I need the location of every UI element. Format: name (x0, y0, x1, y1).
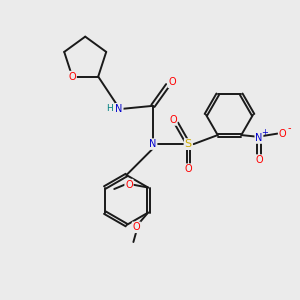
Text: O: O (169, 115, 177, 125)
Text: O: O (133, 222, 140, 232)
Text: O: O (184, 164, 192, 174)
Text: N: N (149, 139, 157, 149)
Text: H: H (106, 104, 113, 113)
Text: +: + (261, 128, 268, 137)
Text: O: O (125, 180, 133, 190)
Text: S: S (185, 139, 192, 149)
Text: O: O (68, 72, 76, 82)
Text: O: O (168, 77, 176, 87)
Text: O: O (279, 129, 286, 139)
Text: N: N (255, 133, 262, 143)
Text: O: O (255, 155, 263, 165)
Text: -: - (287, 123, 291, 133)
Text: N: N (116, 104, 123, 114)
